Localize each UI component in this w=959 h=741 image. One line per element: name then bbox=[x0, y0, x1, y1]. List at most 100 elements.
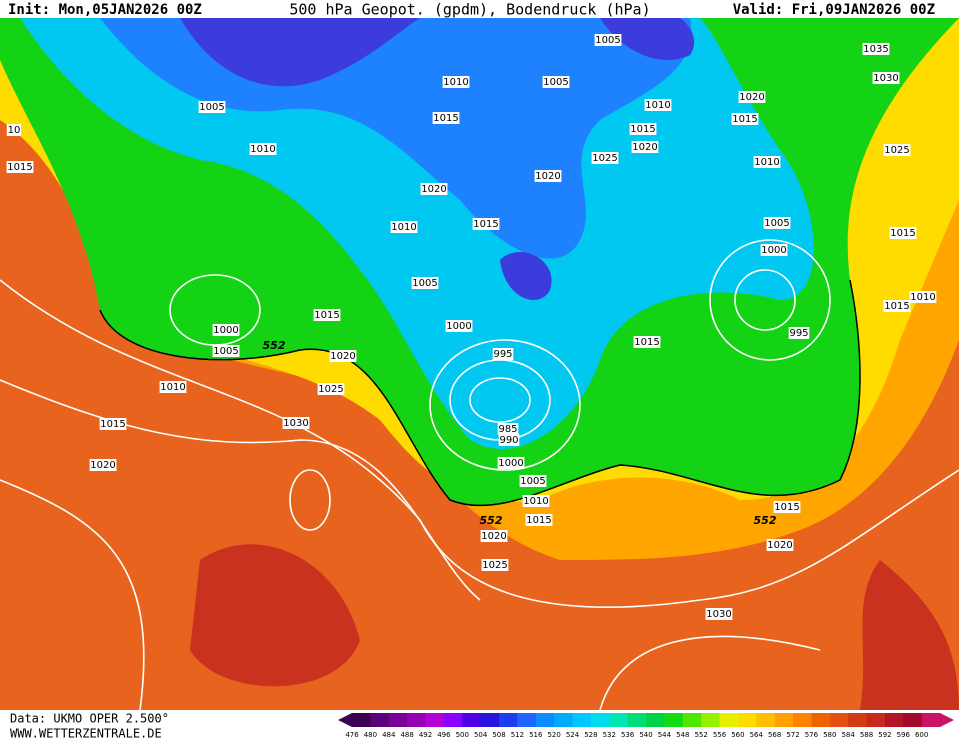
isobar-label: 995 bbox=[789, 328, 808, 339]
scale-swatch bbox=[517, 713, 537, 727]
isobar-label-bg bbox=[317, 383, 345, 395]
scale-swatch bbox=[811, 713, 831, 727]
site: WWW.WETTERZENTRALE.DE bbox=[10, 727, 162, 741]
scale-arrow-left bbox=[338, 713, 352, 727]
isobar-label: 1010 bbox=[910, 292, 935, 303]
scale-label: 548 bbox=[676, 731, 689, 739]
data-source: Data: UKMO OPER 2.500° bbox=[10, 712, 169, 726]
isobar-label-bg bbox=[89, 459, 117, 471]
height-label: 552 bbox=[754, 514, 777, 527]
scale-swatch bbox=[499, 713, 518, 727]
scale-swatch bbox=[903, 713, 923, 727]
scale-label: 600 bbox=[915, 731, 928, 739]
scale-label: 516 bbox=[529, 731, 543, 739]
field-cyan bbox=[20, 18, 814, 449]
isobar-label-bg bbox=[522, 495, 550, 507]
isobar-label: 1035 bbox=[863, 44, 888, 55]
isobar-label-bg bbox=[420, 183, 448, 195]
isobar-label-bg bbox=[909, 291, 937, 303]
isobar-label-bg bbox=[519, 475, 547, 487]
scale-swatch bbox=[829, 713, 849, 727]
isobar-label-bg bbox=[633, 336, 661, 348]
scale-label: 488 bbox=[400, 731, 413, 739]
isobar-label: 1010 bbox=[443, 77, 468, 88]
isobar-label: 10 bbox=[8, 125, 21, 136]
isobar-label-bg bbox=[542, 76, 570, 88]
isobar-label-bg bbox=[497, 423, 519, 435]
isobar-label-bg bbox=[889, 227, 917, 239]
scale-swatch bbox=[774, 713, 794, 727]
scale-swatch bbox=[590, 713, 610, 727]
scale-label: 524 bbox=[566, 731, 580, 739]
isobar-label: 1030 bbox=[706, 609, 731, 620]
isobar-label: 1020 bbox=[481, 531, 506, 542]
isobar-label: 1020 bbox=[421, 184, 446, 195]
scale-label: 512 bbox=[511, 731, 524, 739]
isobar-label-bg bbox=[763, 217, 791, 229]
isobar-label: 1015 bbox=[774, 502, 799, 513]
scale-label: 552 bbox=[694, 731, 707, 739]
scale-label: 568 bbox=[768, 731, 781, 739]
scale-label: 528 bbox=[584, 731, 597, 739]
isobar-label-bg bbox=[472, 218, 500, 230]
scale-label: 588 bbox=[860, 731, 873, 739]
isobar-label: 1005 bbox=[595, 35, 620, 46]
isobar-label-bg bbox=[249, 143, 277, 155]
isobar-label: 995 bbox=[493, 349, 512, 360]
isobar-label-bg bbox=[445, 320, 473, 332]
scale-label: 580 bbox=[823, 731, 836, 739]
scale-label: 560 bbox=[731, 731, 744, 739]
isobar-label: 1015 bbox=[314, 310, 339, 321]
isobar-label: 1010 bbox=[250, 144, 275, 155]
field-hot bbox=[190, 544, 959, 710]
scale-label: 596 bbox=[897, 731, 911, 739]
isobar-label-bg bbox=[390, 221, 418, 233]
isobar-label: 1015 bbox=[634, 337, 659, 348]
isobar-label-bg bbox=[883, 144, 911, 156]
isobar-label: 1030 bbox=[873, 73, 898, 84]
scale-swatch bbox=[719, 713, 739, 727]
isobar-label: 1020 bbox=[330, 351, 355, 362]
isobar-label-bg bbox=[766, 539, 794, 551]
isobar-label: 1010 bbox=[645, 100, 670, 111]
scale-swatch bbox=[848, 713, 867, 727]
scale-swatch bbox=[664, 713, 684, 727]
isobar-label: 990 bbox=[499, 435, 518, 446]
isobar-label: 1020 bbox=[90, 460, 115, 471]
isobar-label-bg bbox=[442, 76, 470, 88]
scale-label: 576 bbox=[805, 731, 819, 739]
isobar-label-bg bbox=[731, 113, 759, 125]
isobar-label-bg bbox=[594, 34, 622, 46]
isobar-label: 1025 bbox=[884, 145, 909, 156]
scale-swatch bbox=[756, 713, 776, 727]
isobar-label: 1000 bbox=[213, 325, 238, 336]
isobar-label: 1020 bbox=[632, 142, 657, 153]
isobar-label-bg bbox=[788, 327, 810, 339]
isobar-label: 1005 bbox=[543, 77, 568, 88]
isobar-label: 1020 bbox=[739, 92, 764, 103]
scale-swatch bbox=[921, 713, 941, 727]
isobar-label-bg bbox=[705, 608, 733, 620]
isobar-label-bg bbox=[872, 72, 900, 84]
isobar-label: 1015 bbox=[732, 114, 757, 125]
isobar-label-bg bbox=[480, 530, 508, 542]
isobar-label: 1005 bbox=[199, 102, 224, 113]
scale-label: 572 bbox=[786, 731, 799, 739]
contour-552 bbox=[99, 279, 861, 507]
map-title: 500 hPa Geopot. (gpdm), Bodendruck (hPa) bbox=[289, 1, 650, 19]
scale-swatch bbox=[701, 713, 720, 727]
scale-swatch bbox=[462, 713, 482, 727]
isobar-label: 1015 bbox=[890, 228, 915, 239]
init-time: Init: Mon,05JAN2026 00Z bbox=[8, 2, 202, 18]
scale-arrow-right bbox=[940, 713, 954, 727]
scale-swatch bbox=[388, 713, 408, 727]
scale-label: 520 bbox=[547, 731, 560, 739]
isobar-label-bg bbox=[631, 141, 659, 153]
isobar-label: 1030 bbox=[283, 418, 308, 429]
field-deep-blue bbox=[180, 18, 695, 300]
scale-swatch bbox=[884, 713, 904, 727]
isobar-label-bg bbox=[629, 123, 657, 135]
isobar-label-bg bbox=[492, 348, 514, 360]
isobar-label: 1000 bbox=[446, 321, 471, 332]
isobar-label: 1005 bbox=[213, 346, 238, 357]
